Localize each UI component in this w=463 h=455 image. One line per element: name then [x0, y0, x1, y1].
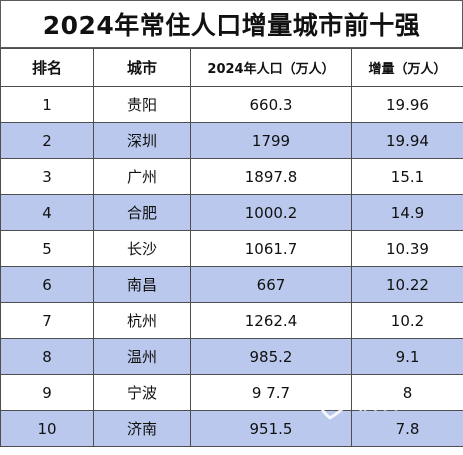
- population-cell: 9 7.7: [190, 374, 352, 411]
- increase-cell: 9.1: [351, 338, 463, 375]
- city-cell: 合肥: [93, 194, 191, 231]
- ranking-table: 排名 城市 2024年人口（万人） 增量（万人） 1 贵阳 660.3 19.9…: [0, 48, 463, 447]
- table-row: 3 广州 1897.8 15.1: [0, 158, 463, 195]
- population-cell: 667: [190, 266, 352, 303]
- increase-cell: 8: [351, 374, 463, 411]
- city-cell: 宁波: [93, 374, 191, 411]
- population-cell: 985.2: [190, 338, 352, 375]
- city-cell: 南昌: [93, 266, 191, 303]
- rank-cell: 7: [0, 302, 94, 339]
- increase-cell: 19.94: [351, 122, 463, 159]
- rank-cell: 9: [0, 374, 94, 411]
- increase-cell: 10.2: [351, 302, 463, 339]
- header-row: 排名 城市 2024年人口（万人） 增量（万人）: [0, 48, 463, 87]
- increase-cell: 10.22: [351, 266, 463, 303]
- city-cell: 广州: [93, 158, 191, 195]
- header-increase: 增量（万人）: [351, 48, 463, 87]
- population-cell: 951.5: [190, 410, 352, 447]
- population-cell: 1061.7: [190, 230, 352, 267]
- city-cell: 贵阳: [93, 86, 191, 123]
- city-cell: 温州: [93, 338, 191, 375]
- rank-cell: 6: [0, 266, 94, 303]
- population-cell: 1897.8: [190, 158, 352, 195]
- table-row: 10 济南 951.5 7.8: [0, 410, 463, 447]
- population-cell: 660.3: [190, 86, 352, 123]
- rank-cell: 2: [0, 122, 94, 159]
- increase-cell: 14.9: [351, 194, 463, 231]
- rank-cell: 10: [0, 410, 94, 447]
- rank-cell: 1: [0, 86, 94, 123]
- table-row: 1 贵阳 660.3 19.96: [0, 86, 463, 123]
- population-cell: 1000.2: [190, 194, 352, 231]
- header-population: 2024年人口（万人）: [190, 48, 352, 87]
- table-row: 8 温州 985.2 9.1: [0, 338, 463, 375]
- increase-cell: 7.8: [351, 410, 463, 447]
- table-row: 7 杭州 1262.4 10.2: [0, 302, 463, 339]
- increase-cell: 15.1: [351, 158, 463, 195]
- table-row: 5 长沙 1061.7 10.39: [0, 230, 463, 267]
- increase-cell: 19.96: [351, 86, 463, 123]
- city-cell: 深圳: [93, 122, 191, 159]
- table-row: 6 南昌 667 10.22: [0, 266, 463, 303]
- city-cell: 长沙: [93, 230, 191, 267]
- city-cell: 济南: [93, 410, 191, 447]
- increase-cell: 10.39: [351, 230, 463, 267]
- rank-cell: 3: [0, 158, 94, 195]
- population-cell: 1262.4: [190, 302, 352, 339]
- rank-cell: 4: [0, 194, 94, 231]
- page-title: 2024年常住人口增量城市前十强: [0, 0, 463, 48]
- population-cell: 1799: [190, 122, 352, 159]
- table-row: 2 深圳 1799 19.94: [0, 122, 463, 159]
- rank-cell: 8: [0, 338, 94, 375]
- rank-cell: 5: [0, 230, 94, 267]
- header-city: 城市: [93, 48, 191, 87]
- city-cell: 杭州: [93, 302, 191, 339]
- table-row: 9 宁波 9 7.7 8: [0, 374, 463, 411]
- header-rank: 排名: [0, 48, 94, 87]
- table-row: 4 合肥 1000.2 14.9: [0, 194, 463, 231]
